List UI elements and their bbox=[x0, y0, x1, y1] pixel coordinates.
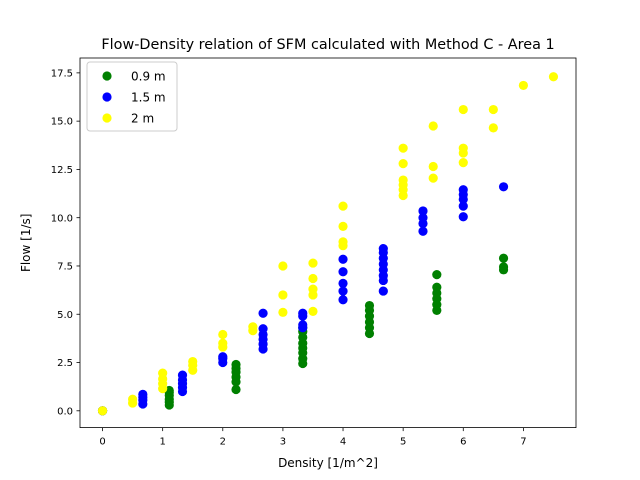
y-tick-label: 5.0 bbox=[57, 310, 73, 321]
data-point bbox=[428, 161, 438, 172]
x-tick-label: 6 bbox=[460, 437, 466, 448]
y-tick-label: 2.5 bbox=[57, 358, 73, 369]
data-point bbox=[498, 182, 509, 192]
data-point bbox=[398, 175, 408, 185]
legend: 0.9 m 1.5 m 2 m bbox=[86, 61, 178, 132]
data-point bbox=[308, 306, 318, 316]
data-point bbox=[398, 143, 408, 153]
data-point bbox=[432, 282, 442, 292]
y-tick-label: 17.5 bbox=[51, 68, 73, 79]
data-point bbox=[498, 262, 509, 272]
data-point bbox=[458, 201, 468, 211]
data-point bbox=[308, 258, 318, 268]
data-point bbox=[218, 329, 228, 340]
data-point bbox=[378, 286, 388, 296]
data-point bbox=[458, 143, 468, 153]
data-point bbox=[364, 300, 375, 311]
legend-marker bbox=[102, 113, 112, 123]
data-point bbox=[218, 338, 228, 348]
x-tick-label: 5 bbox=[400, 437, 406, 448]
data-point bbox=[308, 273, 318, 284]
data-point bbox=[398, 159, 408, 169]
data-point bbox=[278, 290, 288, 300]
data-point bbox=[248, 322, 258, 332]
data-point bbox=[378, 243, 388, 254]
data-point bbox=[338, 278, 348, 288]
legend-label: 2 m bbox=[131, 111, 154, 125]
data-point bbox=[188, 356, 198, 367]
data-point bbox=[158, 368, 168, 378]
data-point bbox=[338, 201, 348, 211]
x-tick-label: 7 bbox=[520, 437, 526, 448]
y-tick-label: 7.5 bbox=[57, 262, 73, 273]
data-point bbox=[458, 104, 468, 115]
series-2 bbox=[97, 72, 559, 416]
x-tick-label: 3 bbox=[280, 437, 286, 448]
data-point bbox=[428, 173, 438, 183]
data-point bbox=[258, 308, 268, 318]
data-point bbox=[298, 320, 308, 330]
legend-marker bbox=[102, 71, 112, 81]
y-tick-label: 10.0 bbox=[51, 213, 73, 224]
x-tick-label: 2 bbox=[220, 437, 226, 448]
data-point bbox=[418, 213, 428, 223]
data-point bbox=[458, 185, 468, 195]
axis-ticks: 0 1 2 3 4 5 6 7 0.0 2.5 5.0 7.5 10.0 12.5 15.0 17.5 bbox=[51, 68, 527, 447]
data-point bbox=[258, 324, 268, 334]
data-point bbox=[488, 104, 498, 115]
data-point bbox=[458, 158, 468, 168]
x-axis-label: Density [1/m^2] bbox=[278, 456, 378, 470]
y-tick-label: 0.0 bbox=[57, 406, 73, 417]
data-point bbox=[177, 370, 188, 380]
y-tick-label: 15.0 bbox=[51, 117, 73, 128]
y-tick-label: 12.5 bbox=[51, 165, 73, 176]
data-point bbox=[298, 308, 308, 318]
legend-marker bbox=[102, 92, 112, 102]
series-1 bbox=[97, 182, 509, 416]
data-point bbox=[338, 254, 348, 264]
data-point bbox=[128, 394, 138, 404]
data-point bbox=[428, 121, 438, 131]
data-point bbox=[338, 295, 348, 305]
data-point bbox=[488, 123, 498, 133]
data-point bbox=[97, 406, 108, 416]
data-point bbox=[278, 307, 288, 317]
x-tick-label: 0 bbox=[99, 437, 105, 448]
data-point bbox=[338, 286, 348, 296]
data-point bbox=[418, 226, 428, 236]
data-point bbox=[518, 80, 528, 91]
data-point bbox=[218, 352, 228, 362]
chart-title: Flow-Density relation of SFM calculated … bbox=[101, 37, 554, 53]
data-point bbox=[308, 284, 318, 294]
data-points bbox=[97, 72, 559, 416]
data-point bbox=[138, 389, 148, 399]
data-point bbox=[231, 359, 241, 370]
data-point bbox=[338, 221, 348, 231]
x-tick-label: 4 bbox=[340, 437, 346, 448]
data-point bbox=[432, 270, 442, 280]
plot-frame bbox=[79, 57, 577, 429]
data-point bbox=[338, 237, 348, 247]
data-point bbox=[338, 267, 348, 277]
data-point bbox=[278, 261, 288, 271]
y-axis-label: Flow [1/s] bbox=[19, 214, 33, 272]
legend-label: 1.5 m bbox=[131, 90, 166, 104]
data-point bbox=[548, 72, 559, 82]
data-point bbox=[418, 206, 428, 216]
x-tick-label: 1 bbox=[159, 437, 165, 448]
legend-label: 0.9 m bbox=[131, 69, 166, 83]
data-point bbox=[498, 253, 509, 263]
data-point bbox=[458, 212, 468, 222]
data-point bbox=[231, 384, 241, 395]
